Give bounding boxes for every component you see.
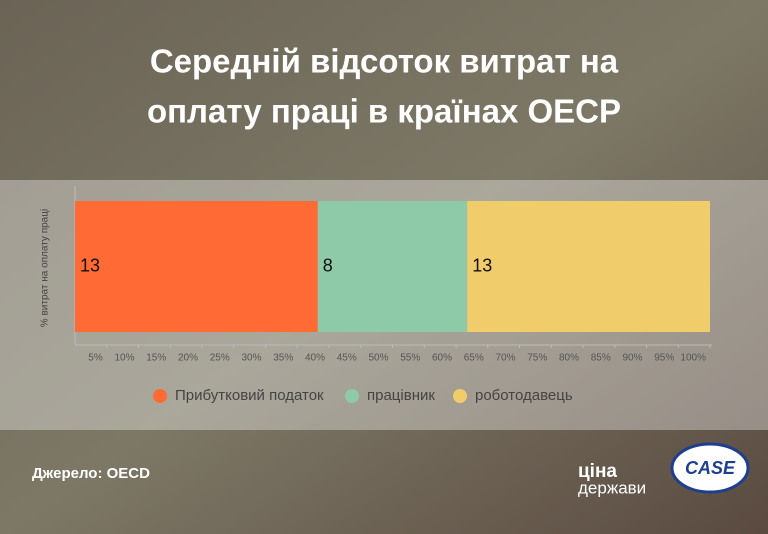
- legend-marker: [453, 389, 467, 403]
- bar-segment: [317, 201, 468, 332]
- x-tick-label: 100%: [680, 353, 706, 364]
- data-label: 13: [472, 255, 492, 275]
- x-tick-label: 90%: [622, 353, 642, 364]
- x-tick-label: 40%: [305, 353, 325, 364]
- legend-label: роботодавець: [475, 387, 573, 404]
- x-tick-label: 20%: [178, 353, 198, 364]
- bar-segment: [467, 201, 710, 332]
- logo-text: ціна: [578, 461, 617, 482]
- x-tick-label: 35%: [273, 353, 293, 364]
- legend-label: працівник: [367, 387, 435, 404]
- x-tick-label: 75%: [527, 353, 547, 364]
- logo-text: держави: [578, 478, 646, 497]
- data-label: 13: [80, 255, 100, 275]
- x-tick-label: 5%: [88, 353, 103, 364]
- x-tick-label: 85%: [591, 353, 611, 364]
- x-tick-label: 30%: [241, 353, 261, 364]
- x-tick-label: 55%: [400, 353, 420, 364]
- x-tick-label: 10%: [114, 353, 134, 364]
- x-tick-label: 15%: [146, 353, 166, 364]
- chart-title: оплату праці в країнах OECP: [147, 93, 621, 130]
- legend-label: Прибутковий податок: [175, 387, 324, 404]
- y-axis-label: % витрат на оплату праці: [40, 209, 51, 327]
- logo-text: CASE: [685, 458, 736, 478]
- source: Джерело: OECD: [32, 465, 150, 482]
- x-tick-label: 80%: [559, 353, 579, 364]
- x-tick-label: 25%: [210, 353, 230, 364]
- x-tick-label: 60%: [432, 353, 452, 364]
- x-tick-label: 70%: [495, 353, 515, 364]
- logo-oval: [670, 442, 750, 494]
- x-tick-label: 45%: [337, 353, 357, 364]
- x-tick-label: 65%: [464, 353, 484, 364]
- data-label: 8: [323, 255, 333, 275]
- legend-marker: [345, 389, 359, 403]
- x-tick-label: 95%: [654, 353, 674, 364]
- x-tick-label: 50%: [368, 353, 388, 364]
- chart-title: Середній відсоток витрат на: [150, 43, 619, 80]
- legend-marker: [153, 389, 167, 403]
- bar-segment: [75, 201, 318, 332]
